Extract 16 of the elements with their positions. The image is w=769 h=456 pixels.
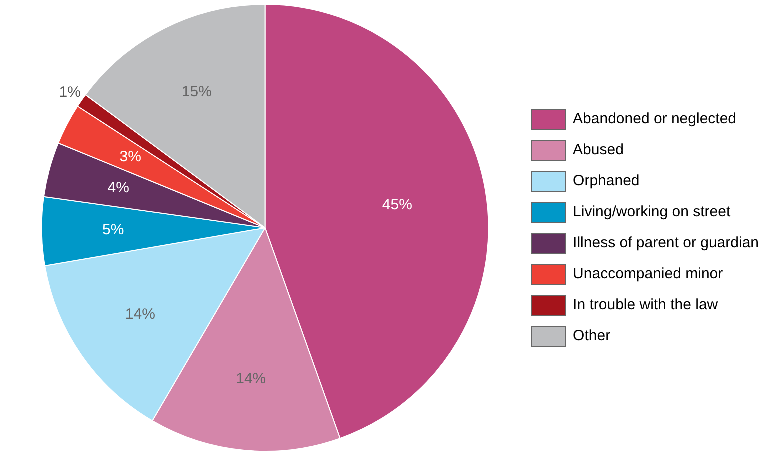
- data-label: 1%: [59, 84, 81, 101]
- data-label: 14%: [125, 306, 156, 323]
- legend-label: Illness of parent or guardian: [573, 234, 760, 252]
- legend-label: Living/working on street: [573, 204, 732, 221]
- legend-label: Abandoned or neglected: [573, 110, 737, 128]
- legend-label: In trouble with the law: [573, 296, 718, 314]
- data-label: 15%: [182, 83, 212, 100]
- legend-label: Other: [573, 328, 611, 345]
- data-label: 3%: [120, 148, 142, 166]
- legend-label: Orphaned: [573, 172, 640, 190]
- legend-label: Abused: [573, 142, 624, 159]
- data-label: 45%: [382, 196, 412, 214]
- data-label: 5%: [102, 222, 124, 239]
- data-label: 4%: [108, 179, 130, 196]
- data-label: 14%: [236, 370, 266, 388]
- legend-label: Unaccompanied minor: [573, 266, 724, 283]
